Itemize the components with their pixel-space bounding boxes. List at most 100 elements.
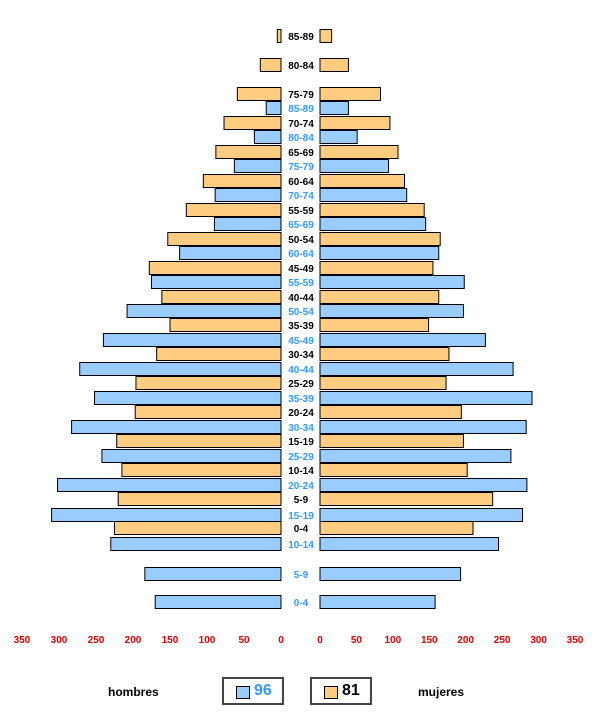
age-label-81-50-54: 50-54 (288, 235, 314, 246)
bar-hombres-81-75-79 (236, 87, 282, 101)
bar-hombres-81-20-24 (134, 405, 282, 419)
bar-hombres-96-45-49 (102, 333, 282, 347)
age-label-81-55-59: 55-59 (288, 206, 314, 217)
legend-item-96: 96 (222, 677, 284, 705)
legend-hombres-label: hombres (108, 685, 159, 699)
tick-right-100: 100 (385, 635, 402, 646)
bar-mujeres-81-50-54 (319, 232, 441, 246)
tick-right-350: 350 (567, 635, 584, 646)
bar-mujeres-96-80-84 (319, 130, 358, 144)
bar-hombres-96-70-74 (214, 188, 282, 202)
bar-hombres-81-50-54 (167, 232, 282, 246)
bar-mujeres-96-65-69 (319, 217, 427, 231)
tick-left-350: 350 (14, 635, 31, 646)
bar-hombres-96-60-64 (179, 246, 282, 260)
bar-mujeres-81-15-19 (319, 434, 465, 448)
bar-mujeres-96-55-59 (319, 275, 465, 289)
age-label-81-45-49: 45-49 (288, 264, 314, 275)
tick-right-200: 200 (457, 635, 474, 646)
bar-hombres-96-80-84 (253, 130, 282, 144)
bar-mujeres-96-15-19 (319, 508, 524, 522)
bar-hombres-81-5-9 (117, 492, 282, 506)
bar-mujeres-81-5-9 (319, 492, 494, 506)
bar-mujeres-81-75-79 (319, 87, 381, 101)
bar-hombres-81-60-64 (202, 174, 282, 188)
age-label-81-80-84: 80-84 (288, 61, 314, 72)
age-label-81-0-4: 0-4 (294, 524, 309, 535)
bar-mujeres-96-60-64 (319, 246, 440, 260)
bar-hombres-81-70-74 (223, 116, 282, 130)
age-label-96-80-84: 80-84 (288, 133, 314, 144)
age-label-96-75-79: 75-79 (288, 162, 314, 173)
age-label-81-60-64: 60-64 (288, 177, 314, 188)
age-label-96-55-59: 55-59 (288, 278, 314, 289)
bar-hombres-96-25-29 (101, 449, 282, 463)
age-label-96-50-54: 50-54 (288, 307, 314, 318)
bar-hombres-81-40-44 (161, 290, 282, 304)
tick-left-200: 200 (125, 635, 142, 646)
bar-mujeres-81-10-14 (319, 463, 468, 477)
bar-mujeres-96-20-24 (319, 478, 528, 492)
bar-hombres-96-0-4 (154, 595, 282, 609)
age-label-96-5-9: 5-9 (294, 570, 309, 581)
bar-mujeres-96-45-49 (319, 333, 486, 347)
tick-right-50: 50 (351, 635, 363, 646)
bar-mujeres-81-85-89 (319, 29, 333, 43)
bar-hombres-81-55-59 (185, 203, 282, 217)
bar-hombres-96-40-44 (79, 362, 282, 376)
age-label-81-40-44: 40-44 (288, 293, 314, 304)
bar-hombres-96-55-59 (151, 275, 282, 289)
legend-mujeres-label: mujeres (418, 685, 465, 699)
bar-mujeres-81-20-24 (319, 405, 462, 419)
bar-hombres-81-80-84 (259, 58, 282, 72)
bar-hombres-81-0-4 (114, 521, 282, 535)
age-label-96-10-14: 10-14 (288, 540, 314, 551)
bar-hombres-96-10-14 (110, 537, 282, 551)
bar-mujeres-96-85-89 (319, 101, 349, 115)
age-label-81-85-89: 85-89 (288, 32, 314, 43)
legend-item-81: 81 (310, 677, 372, 705)
legend-swatch-96 (236, 686, 250, 699)
age-label-81-35-39: 35-39 (288, 321, 314, 332)
bar-mujeres-81-45-49 (319, 261, 434, 275)
bar-mujeres-96-70-74 (319, 188, 408, 202)
bar-hombres-96-65-69 (213, 217, 282, 231)
legend-swatch-81 (324, 686, 338, 699)
population-pyramid-chart: 85-89 80-84 75-79 70-74 65-69 60-64 55-59 50-54… (14, 29, 584, 646)
tick-left-250: 250 (88, 635, 105, 646)
bar-mujeres-81-55-59 (319, 203, 425, 217)
bar-mujeres-96-40-44 (319, 362, 514, 376)
bar-hombres-81-10-14 (121, 463, 282, 477)
bar-hombres-96-30-34 (71, 420, 282, 434)
tick-left-150: 150 (162, 635, 179, 646)
tick-left-100: 100 (199, 635, 216, 646)
bar-hombres-81-15-19 (116, 434, 282, 448)
bar-mujeres-96-5-9 (319, 567, 462, 581)
age-label-96-15-19: 15-19 (288, 511, 314, 522)
age-label-96-0-4: 0-4 (294, 598, 309, 609)
age-label-96-65-69: 65-69 (288, 220, 314, 231)
bar-hombres-96-35-39 (94, 391, 282, 405)
legend-value-81: 81 (342, 682, 360, 699)
bar-hombres-81-35-39 (169, 318, 282, 332)
age-label-81-15-19: 15-19 (288, 437, 314, 448)
bar-hombres-81-45-49 (148, 261, 282, 275)
legend: hombres 96 81 mujeres (0, 672, 600, 712)
bar-mujeres-81-80-84 (319, 58, 349, 72)
age-label-81-30-34: 30-34 (288, 350, 314, 361)
age-label-96-25-29: 25-29 (288, 452, 314, 463)
tick-left-300: 300 (51, 635, 68, 646)
bar-hombres-96-85-89 (265, 101, 282, 115)
age-label-81-75-79: 75-79 (288, 90, 314, 101)
bar-hombres-81-30-34 (156, 347, 282, 361)
bar-mujeres-81-25-29 (319, 376, 447, 390)
tick-right-150: 150 (421, 635, 438, 646)
bar-hombres-81-85-89 (276, 29, 282, 43)
age-label-81-65-69: 65-69 (288, 148, 314, 159)
bar-mujeres-81-35-39 (319, 318, 430, 332)
legend-value-96: 96 (254, 682, 272, 699)
bar-mujeres-81-70-74 (319, 116, 391, 130)
tick-right-300: 300 (530, 635, 547, 646)
bar-hombres-96-75-79 (233, 159, 282, 173)
bar-mujeres-96-35-39 (319, 391, 533, 405)
